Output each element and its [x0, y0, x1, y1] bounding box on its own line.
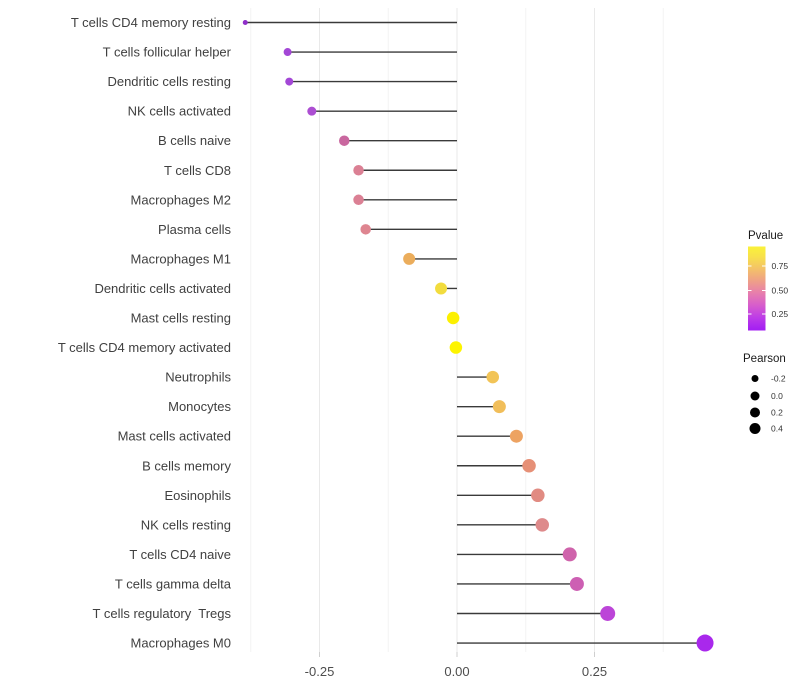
lollipop-dot: [446, 311, 460, 325]
category-label: NK cells activated: [128, 104, 231, 119]
pvalue-tick-label: 0.50: [772, 286, 789, 296]
category-label: T cells follicular helper: [103, 45, 232, 60]
pearson-legend-dot: [751, 375, 759, 382]
lollipop-dot: [307, 106, 317, 116]
category-label: T cells regulatory Tregs: [93, 606, 232, 621]
lollipop-dot: [522, 459, 536, 473]
pearson-legend-dot: [750, 407, 760, 418]
lollipop-dot: [360, 224, 371, 235]
category-label: NK cells resting: [141, 517, 231, 532]
pvalue-legend-title: Pvalue: [748, 230, 783, 242]
category-label: Eosinophils: [165, 488, 232, 503]
lollipop-dot: [283, 48, 292, 57]
lollipop-dot: [569, 576, 584, 591]
pearson-legend-label: 0.0: [771, 391, 783, 401]
lollipop-dot: [531, 488, 545, 503]
x-axis-tick-label: -0.25: [305, 664, 335, 679]
category-label: Macrophages M2: [131, 192, 231, 207]
category-label: Macrophages M1: [131, 251, 231, 266]
pearson-legend-label: 0.2: [771, 408, 783, 418]
lollipop-dot: [600, 606, 616, 621]
category-label: Mast cells activated: [118, 429, 231, 444]
category-label: T cells CD4 naive: [129, 547, 231, 562]
lollipop-dot: [242, 20, 248, 25]
category-label: Macrophages M0: [131, 636, 231, 651]
x-axis-tick-label: 0.25: [582, 664, 607, 679]
lollipop-dot: [403, 252, 416, 265]
pearson-legend-dot: [749, 423, 761, 434]
category-label: Mast cells resting: [131, 311, 231, 326]
category-label: Monocytes: [168, 399, 231, 414]
category-label: B cells naive: [158, 133, 231, 148]
category-label: T cells gamma delta: [115, 576, 232, 591]
category-label: T cells CD4 memory activated: [58, 340, 231, 355]
lollipop-dot: [353, 165, 364, 176]
category-label: T cells CD4 memory resting: [71, 15, 231, 30]
category-label: B cells memory: [142, 458, 231, 473]
pearson-legend-dot: [750, 391, 760, 401]
lollipop-dot: [509, 429, 523, 443]
pvalue-tick-label: 0.75: [772, 261, 789, 271]
category-label: Dendritic cells activated: [94, 281, 231, 296]
pearson-legend-title: Pearson: [743, 353, 786, 365]
category-label: T cells CD8: [164, 163, 231, 178]
x-axis-tick-label: 0.00: [444, 664, 469, 679]
lollipop-dot: [492, 400, 506, 414]
category-label: Neutrophils: [165, 370, 231, 385]
pvalue-colorbar: [748, 246, 766, 331]
lollipop-dot: [535, 518, 549, 532]
lollipop-dot: [449, 341, 463, 354]
lollipop-dot: [353, 194, 364, 206]
lollipop-dot: [696, 634, 714, 652]
lollipop-dot: [435, 282, 448, 295]
pearson-legend-label: 0.4: [771, 424, 783, 434]
lollipop-dot: [285, 77, 294, 86]
category-label: Dendritic cells resting: [107, 74, 231, 89]
lollipop-dot: [562, 547, 577, 562]
pearson-legend-label: -0.2: [771, 374, 786, 384]
lollipop-dot: [486, 370, 499, 384]
pvalue-tick-label: 0.25: [772, 309, 789, 319]
category-label: Plasma cells: [158, 222, 231, 237]
lollipop-dot: [339, 135, 350, 146]
